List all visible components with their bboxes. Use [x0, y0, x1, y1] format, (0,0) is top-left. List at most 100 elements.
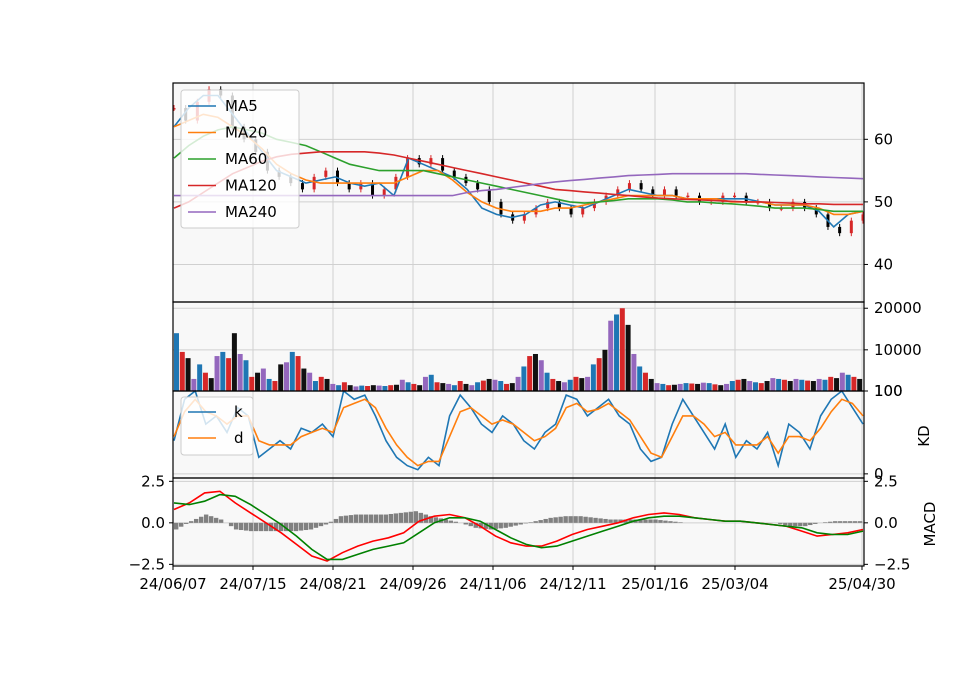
line-d [173, 398, 864, 467]
macd-histogram-bar [188, 521, 194, 523]
macd-histogram-bar [228, 522, 234, 527]
candle-body [838, 226, 842, 234]
macd-histogram-bar [358, 514, 364, 523]
macd-histogram-bar [858, 521, 863, 523]
macd-histogram-bar [348, 515, 354, 523]
macd-histogram-bar [803, 522, 808, 527]
legend-label-ma20: MA20 [225, 124, 267, 142]
macd-histogram-bar [463, 522, 468, 525]
volume-bar [301, 368, 307, 391]
macd-histogram-bar [543, 518, 548, 523]
volume-bar [237, 353, 243, 391]
macd-histogram-bar [288, 522, 294, 532]
volume-bar [619, 308, 625, 391]
volume-bar [666, 385, 672, 391]
kd-y-tick-label: 100 [874, 382, 903, 400]
candle-body [417, 158, 421, 165]
volume-y-tick-label: 20000 [874, 299, 922, 317]
x-tick-label: 24/08/21 [299, 575, 366, 593]
volume-bar [272, 381, 278, 391]
price-legend: MA5 MA20 MA60 MA120 MA240 [180, 89, 300, 229]
macd-histogram-bar [263, 522, 269, 532]
volume-bar [787, 381, 793, 391]
candle-body [546, 201, 550, 209]
macd-histogram-bar [218, 519, 224, 523]
line-k [173, 389, 864, 471]
macd-histogram-bar [793, 522, 798, 527]
macd-histogram-bar [373, 514, 379, 523]
volume-bar [839, 372, 845, 391]
volume-bar [532, 353, 538, 391]
macd-histogram-bar [663, 520, 668, 523]
macd-histogram-bar [174, 522, 179, 530]
candle-body [522, 214, 526, 221]
macd-histogram-bar [413, 511, 419, 523]
volume-bar [341, 382, 347, 391]
macd-histogram-bar [308, 522, 314, 530]
macd-histogram-bar [643, 519, 648, 523]
candle-body [371, 183, 375, 196]
volume-bar [735, 379, 741, 391]
candle-body [429, 158, 433, 165]
volume-bar [770, 378, 776, 391]
volume-bar [614, 314, 620, 391]
macd-histogram-bar [243, 522, 249, 531]
volume-bar [318, 376, 324, 391]
volume-bar [677, 383, 683, 391]
macd-histogram-bar [473, 522, 478, 528]
volume-bar [845, 374, 851, 391]
macd-histogram-bar [838, 521, 843, 523]
volume-bar [642, 372, 648, 391]
volume-bar [446, 383, 452, 391]
candle-body [849, 220, 853, 234]
macd-histogram-bar [648, 519, 653, 523]
legend-label-d: d [234, 429, 244, 447]
macd-axis-label: MACD [921, 502, 939, 547]
macd-histogram-bar [498, 522, 503, 529]
volume-bar [330, 383, 336, 391]
volume-bar [336, 385, 342, 391]
macd-histogram-bar [393, 513, 399, 523]
volume-bar [683, 383, 689, 391]
legend-label-ma240: MA240 [225, 203, 277, 221]
macd-histogram-bar [628, 519, 633, 523]
candle-body [569, 208, 573, 215]
volume-bar [434, 382, 440, 391]
x-tick-label: 24/12/11 [539, 575, 606, 593]
candle-body [674, 189, 678, 196]
macd-histogram-bar [468, 522, 473, 527]
volume-bar [689, 383, 695, 391]
macd-histogram-bar [378, 514, 384, 523]
volume-bar [718, 385, 724, 391]
macd-histogram-bar [178, 522, 184, 527]
macd-histogram-bar [388, 513, 394, 523]
macd-y-tick-label-left: 0.0 [141, 514, 165, 532]
price-y-tick-label: 40 [874, 255, 893, 273]
panel-frame [172, 477, 865, 567]
candle-body [406, 158, 410, 177]
volume-bar [202, 372, 208, 391]
volume-bar [752, 382, 758, 391]
volume-bar [857, 378, 863, 391]
macd-histogram-bar [443, 519, 449, 523]
volume-bar [394, 384, 400, 391]
macd-histogram-bar [608, 519, 613, 523]
macd-histogram-bar [563, 516, 568, 523]
macd-histogram-bar [323, 522, 329, 525]
volume-bar [295, 356, 301, 391]
candle-body [768, 201, 772, 209]
panel-background-KD [173, 391, 864, 478]
macd-histogram-bar [568, 516, 573, 523]
macd-histogram-bar [678, 522, 683, 523]
volume-bar [255, 372, 261, 391]
macd-histogram-bar [403, 512, 409, 523]
volume-bar [411, 383, 417, 391]
volume-bar [538, 360, 544, 391]
candle-body [452, 170, 456, 177]
volume-bar [515, 376, 521, 391]
volume-bar [561, 382, 567, 391]
volume-bar [810, 381, 816, 391]
volume-bar [758, 383, 764, 391]
volume-bar [324, 378, 330, 391]
macd-histogram-bar [528, 522, 533, 523]
